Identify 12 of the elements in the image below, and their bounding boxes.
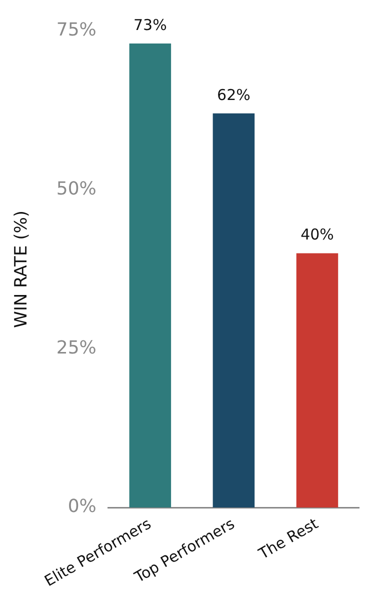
data-label: 73% bbox=[134, 16, 167, 34]
bar bbox=[129, 44, 172, 508]
x-tick-label: The Rest bbox=[254, 514, 322, 564]
bar bbox=[296, 253, 338, 508]
data-label: 40% bbox=[300, 226, 334, 244]
y-tick-label: 75% bbox=[56, 19, 96, 40]
bar bbox=[212, 113, 255, 508]
y-tick-label: 50% bbox=[56, 178, 96, 200]
y-tick-label: 25% bbox=[56, 337, 96, 358]
y-tick-label: 0% bbox=[68, 496, 96, 518]
y-axis-title: WIN RATE (%) bbox=[12, 210, 32, 328]
data-label: 62% bbox=[217, 86, 250, 104]
